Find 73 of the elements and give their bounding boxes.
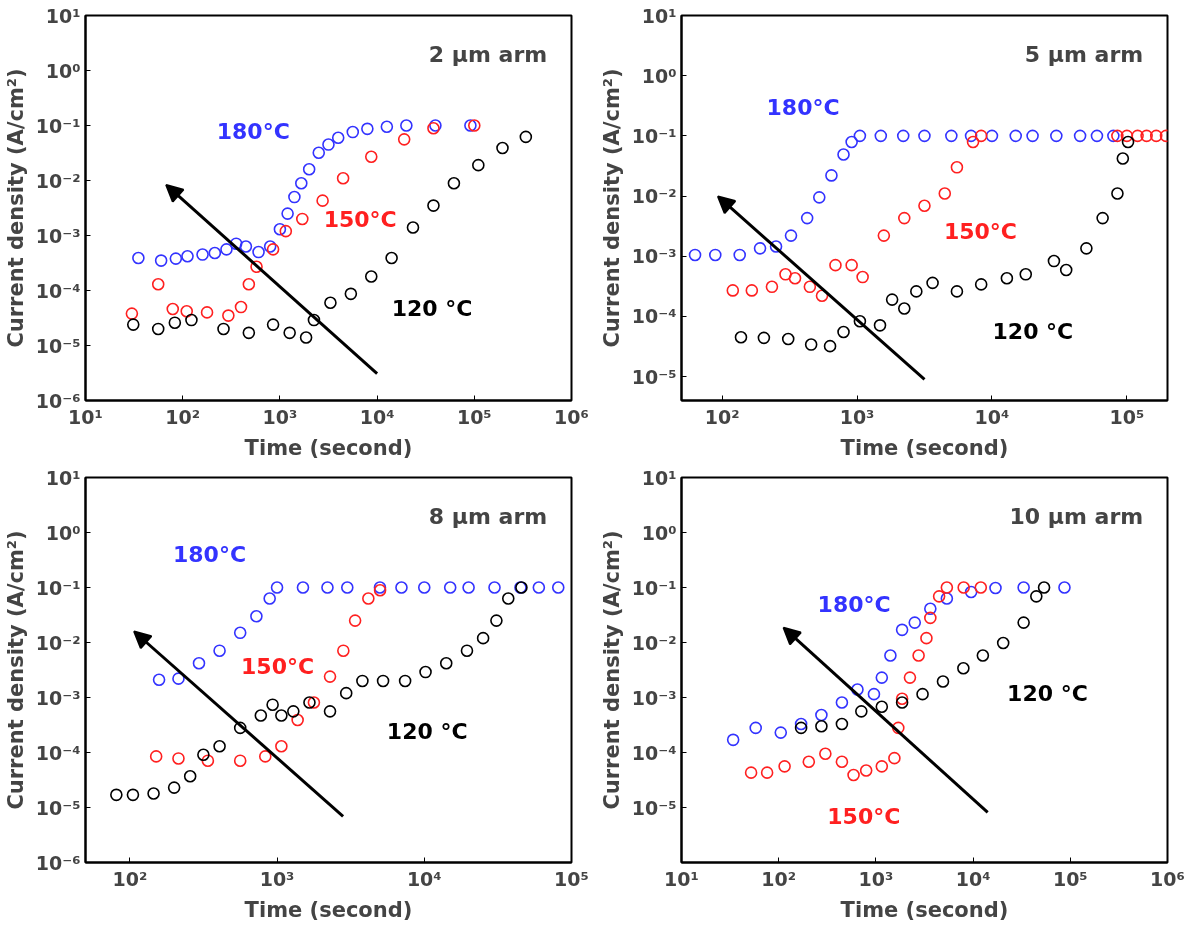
y-tick-label: 10⁰ xyxy=(641,64,677,87)
y-tick-label: 10⁻³ xyxy=(35,224,81,247)
y-tick-label: 10⁻⁵ xyxy=(631,365,677,388)
y-axis-title: Current density (A/cm²) xyxy=(599,530,624,810)
y-tick-label: 10¹ xyxy=(45,4,81,27)
series-label: 120 °C xyxy=(391,295,473,321)
y-axis-title: Current density (A/cm²) xyxy=(3,530,28,810)
series-label: 150°C xyxy=(241,653,315,679)
y-tick-label: 10⁰ xyxy=(641,521,677,544)
x-tick-label: 10¹ xyxy=(664,867,699,890)
x-tick-label: 10² xyxy=(112,867,148,890)
y-tick-label: 10¹ xyxy=(45,466,81,489)
text: 8 µm arm xyxy=(428,503,548,529)
x-tick-label: 10⁵ xyxy=(456,405,492,428)
y-tick-label: 10⁻² xyxy=(631,631,677,654)
series-label: 150°C xyxy=(827,803,901,829)
x-tick-label: 10² xyxy=(165,405,201,428)
y-tick-label: 10⁻⁴ xyxy=(631,741,677,764)
x-tick-label: 10⁴ xyxy=(359,405,395,428)
y-tick-label: 10⁻¹ xyxy=(631,576,677,599)
y-tick-label: 10⁻⁴ xyxy=(631,305,677,328)
y-tick-label: 10⁻² xyxy=(631,185,677,208)
series-label: 180°C xyxy=(172,542,247,567)
y-tick-label: 10⁻³ xyxy=(631,686,677,709)
x-tick-label: 10³ xyxy=(839,405,875,428)
x-tick-label: 10⁴ xyxy=(955,867,991,890)
y-tick-label: 10⁻¹ xyxy=(35,576,81,599)
text: 5 µm arm xyxy=(1024,41,1144,67)
series-label: 180°C xyxy=(817,592,891,618)
y-tick-label: 10⁻⁵ xyxy=(631,796,677,819)
x-tick-label: 10³ xyxy=(858,867,894,890)
series-label: 120 °C xyxy=(386,719,468,745)
y-tick-label: 10⁻² xyxy=(35,631,81,654)
x-axis-title: Time (second) xyxy=(840,435,1009,460)
y-tick-label: 10⁻⁵ xyxy=(35,796,81,819)
x-axis-title: Time (second) xyxy=(244,435,413,460)
y-axis-title: Current density (A/cm²) xyxy=(599,68,624,348)
x-tick-label: 10² xyxy=(761,867,797,890)
x-tick-label: 10⁴ xyxy=(974,405,1010,428)
y-tick-label: 10⁻³ xyxy=(631,245,677,268)
series-label: 150°C xyxy=(943,218,1018,244)
y-tick-label: 10¹ xyxy=(641,466,677,489)
x-axis-title: Time (second) xyxy=(244,897,413,922)
x-tick-label: 10³ xyxy=(259,867,295,890)
y-tick-label: 10⁻¹ xyxy=(35,114,81,137)
x-tick-label: 10⁴ xyxy=(406,867,442,890)
x-tick-label: 10⁵ xyxy=(1109,405,1145,428)
series-label: 150°C xyxy=(323,207,397,233)
y-axis-title: Current density (A/cm²) xyxy=(3,68,28,348)
y-tick-label: 10⁻² xyxy=(35,169,81,192)
y-tick-label: 10⁻⁶ xyxy=(35,851,81,874)
y-tick-label: 10¹ xyxy=(641,4,677,27)
x-tick-label: 10⁵ xyxy=(554,867,589,890)
x-tick-label: 10³ xyxy=(262,405,298,428)
y-tick-label: 10⁰ xyxy=(45,59,81,82)
series-label: 180°C xyxy=(216,118,290,144)
series-label: 180°C xyxy=(766,95,840,121)
x-tick-label: 10¹ xyxy=(68,405,103,428)
y-tick-label: 10⁰ xyxy=(45,521,81,544)
y-tick-label: 10⁻⁴ xyxy=(35,741,81,764)
text: 10 µm arm xyxy=(1009,503,1144,529)
x-tick-label: 10⁶ xyxy=(554,405,589,428)
y-tick-label: 10⁻¹ xyxy=(631,124,677,147)
text: 2 µm arm xyxy=(428,41,548,67)
y-tick-label: 10⁻³ xyxy=(35,686,81,709)
y-tick-label: 10⁻⁴ xyxy=(35,279,81,302)
y-tick-label: 10⁻⁵ xyxy=(35,334,81,357)
series-label: 120 °C xyxy=(992,318,1074,344)
x-tick-label: 10² xyxy=(704,405,740,428)
x-tick-label: 10⁶ xyxy=(1150,867,1185,890)
x-axis-title: Time (second) xyxy=(840,897,1009,922)
series-label: 120 °C xyxy=(1007,680,1088,706)
x-tick-label: 10⁵ xyxy=(1052,867,1088,890)
